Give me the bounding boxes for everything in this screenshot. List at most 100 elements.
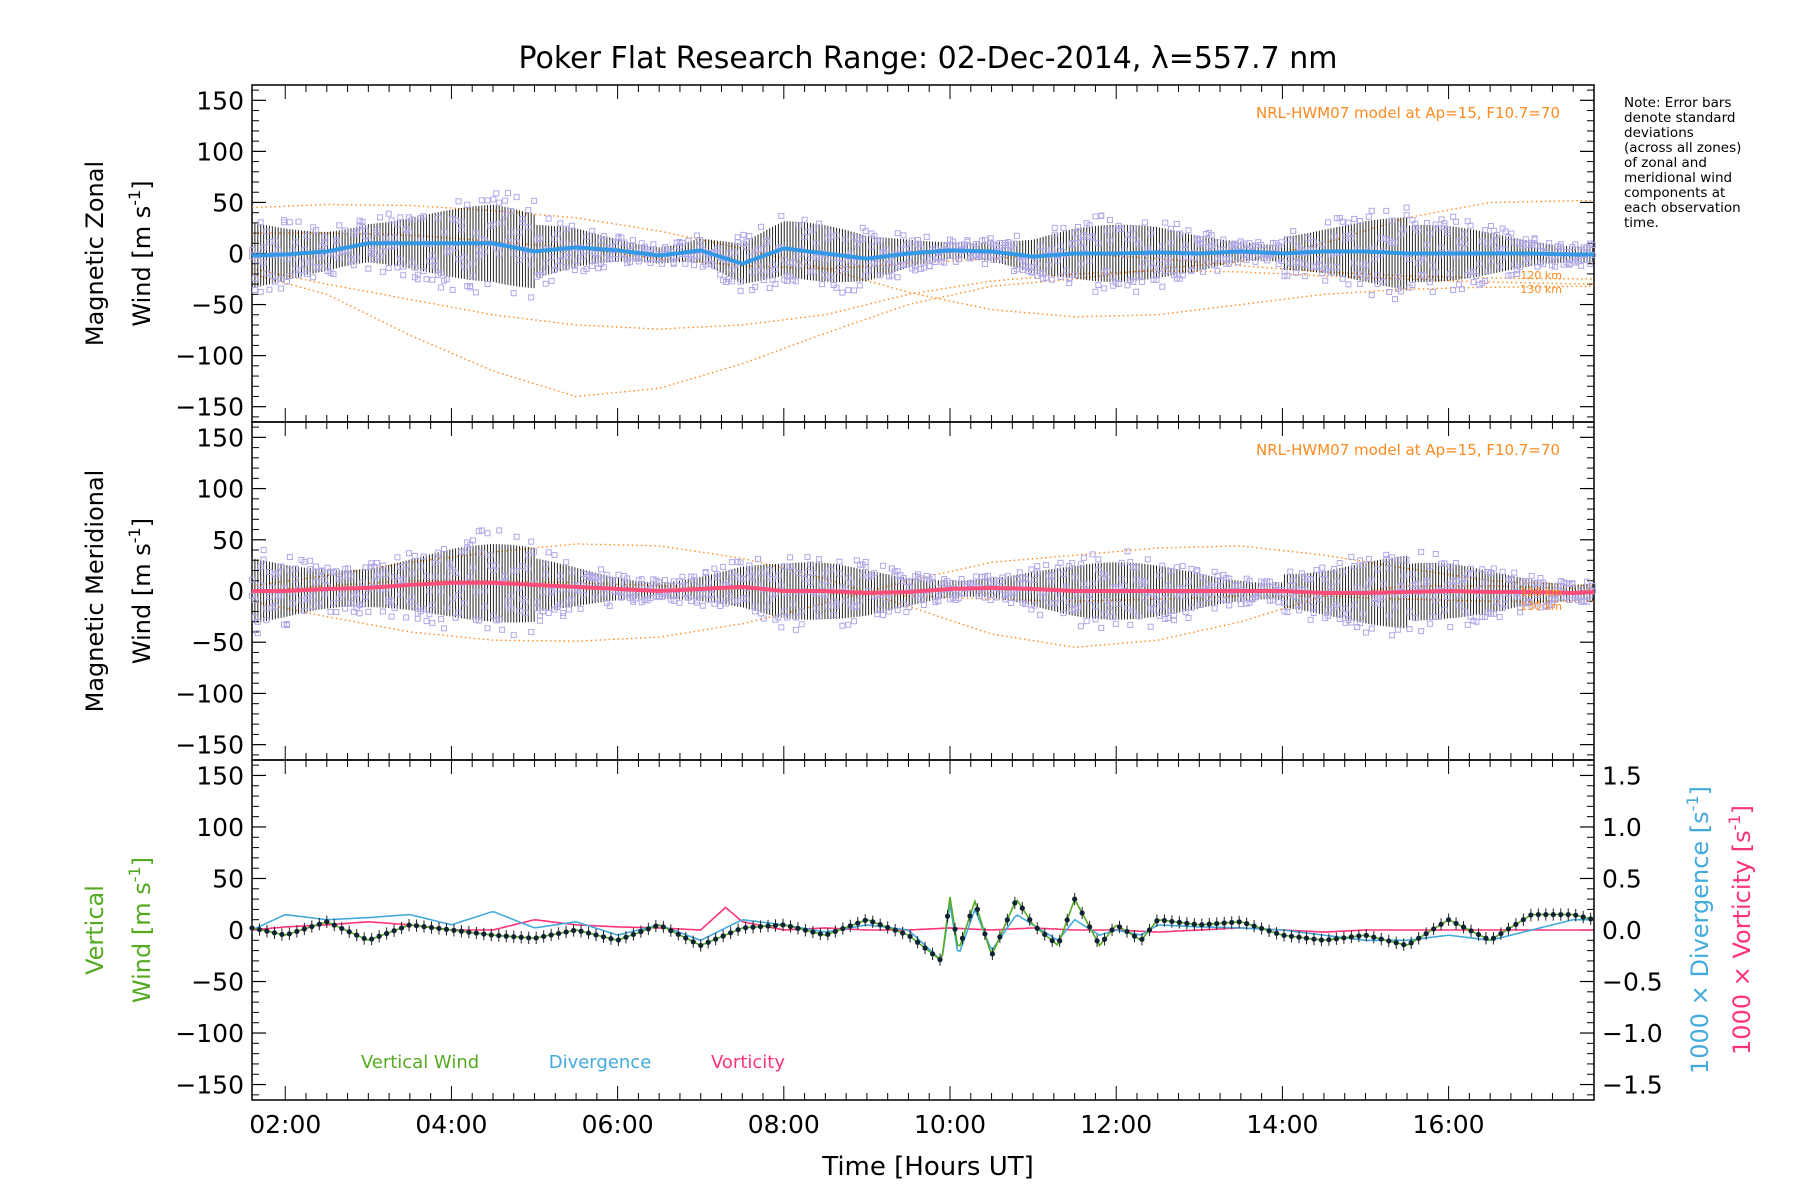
- zone-point: [563, 559, 570, 566]
- vertical-wind-point: [309, 923, 315, 930]
- zone-point: [1106, 237, 1113, 244]
- vertical-wind-point: [967, 913, 973, 919]
- zone-point: [1237, 601, 1244, 608]
- zone-point: [260, 244, 267, 251]
- zone-point: [1406, 626, 1413, 633]
- zone-point: [1537, 604, 1544, 611]
- zone-point: [1368, 576, 1375, 583]
- zone-point: [254, 630, 261, 637]
- zone-point: [493, 562, 500, 569]
- zone-point: [467, 284, 474, 291]
- zone-point: [760, 246, 767, 253]
- zone-point: [813, 240, 820, 247]
- y2-axis-label-divergence: 1000 × Divergence [s-1]: [1683, 786, 1714, 1074]
- zone-point: [705, 579, 712, 586]
- vertical-wind-point: [600, 934, 607, 940]
- vertical-wind-point: [1490, 935, 1497, 941]
- zone-point: [661, 577, 668, 584]
- zone-point: [359, 219, 366, 226]
- zone-point: [845, 621, 852, 628]
- zone-point: [670, 597, 677, 604]
- zone-point: [507, 593, 514, 600]
- zone-point: [307, 258, 314, 265]
- zone-point: [1066, 280, 1073, 287]
- zone-point: [949, 579, 956, 586]
- zone-point: [1072, 271, 1079, 278]
- zone-point: [1583, 578, 1590, 585]
- zone-point: [1391, 239, 1398, 246]
- zone-point: [461, 600, 468, 607]
- zone-point: [743, 595, 750, 602]
- zone-point: [1380, 594, 1387, 601]
- zone-point: [269, 273, 276, 280]
- zone-point: [568, 596, 575, 603]
- zone-point: [1447, 563, 1454, 570]
- zone-point: [1072, 574, 1079, 581]
- zone-point: [1217, 255, 1224, 262]
- vertical-wind-point: [832, 928, 838, 935]
- vertical-wind-point: [1146, 927, 1153, 933]
- vertical-wind-point: [1498, 931, 1504, 937]
- zone-point: [1156, 572, 1163, 579]
- zone-point: [1182, 593, 1189, 600]
- zone-point: [545, 215, 552, 222]
- zone-point: [298, 267, 305, 274]
- zone-point: [1319, 241, 1326, 248]
- zone-point: [696, 237, 703, 244]
- zone-point: [929, 574, 936, 581]
- vertical-wind-point: [1273, 930, 1280, 936]
- zone-point: [440, 229, 447, 236]
- model-curve: [251, 268, 1594, 330]
- zone-point: [1464, 621, 1471, 628]
- zone-point: [766, 285, 773, 292]
- zone-point: [984, 253, 991, 260]
- zone-point: [263, 270, 270, 277]
- zone-point: [1089, 551, 1096, 558]
- zone-point: [1357, 620, 1364, 627]
- zone-point: [1037, 611, 1044, 618]
- zone-point: [286, 219, 293, 226]
- zone-point: [496, 199, 503, 206]
- zone-point: [1182, 242, 1189, 249]
- y-axis-label-line1: Magnetic Meridional: [81, 470, 109, 713]
- vertical-wind-point: [271, 930, 278, 936]
- vertical-wind-point: [481, 931, 487, 937]
- zone-point: [461, 263, 468, 270]
- zone-point: [536, 235, 543, 242]
- zone-point: [833, 232, 840, 239]
- zone-point: [516, 229, 523, 236]
- zone-point: [1310, 609, 1317, 616]
- zone-point: [795, 570, 802, 577]
- vertical-wind-point: [660, 924, 666, 930]
- zone-point: [1234, 582, 1241, 589]
- zone-point: [885, 608, 892, 615]
- zone-point: [1522, 578, 1529, 585]
- x-axis-label: Time [Hours UT]: [821, 1152, 1034, 1182]
- zone-point: [1511, 239, 1518, 246]
- zone-point: [1461, 240, 1468, 247]
- zone-point: [1569, 580, 1576, 587]
- zone-point: [1362, 629, 1369, 636]
- x-tick-label: 08:00: [748, 1110, 820, 1139]
- zone-point: [1069, 560, 1076, 567]
- vertical-wind-point: [1348, 934, 1354, 940]
- zone-point: [397, 255, 404, 262]
- vertical-wind-point: [1438, 921, 1444, 927]
- zone-point: [528, 629, 535, 636]
- zone-point: [656, 578, 663, 585]
- zone-point: [1086, 222, 1093, 229]
- zone-point: [1528, 602, 1535, 609]
- zone-point: [842, 266, 849, 273]
- zone-point: [1168, 225, 1175, 232]
- zone-point: [568, 569, 575, 576]
- zone-point: [1147, 623, 1154, 630]
- zone-point: [1188, 565, 1195, 572]
- zone-point: [417, 563, 424, 570]
- zone-point: [301, 558, 308, 565]
- zone-point: [1589, 241, 1596, 248]
- zone-point: [339, 573, 346, 580]
- zone-point: [1293, 269, 1300, 276]
- vertical-wind-point: [570, 927, 577, 934]
- zone-point: [1179, 254, 1186, 261]
- zone-point: [1455, 602, 1462, 609]
